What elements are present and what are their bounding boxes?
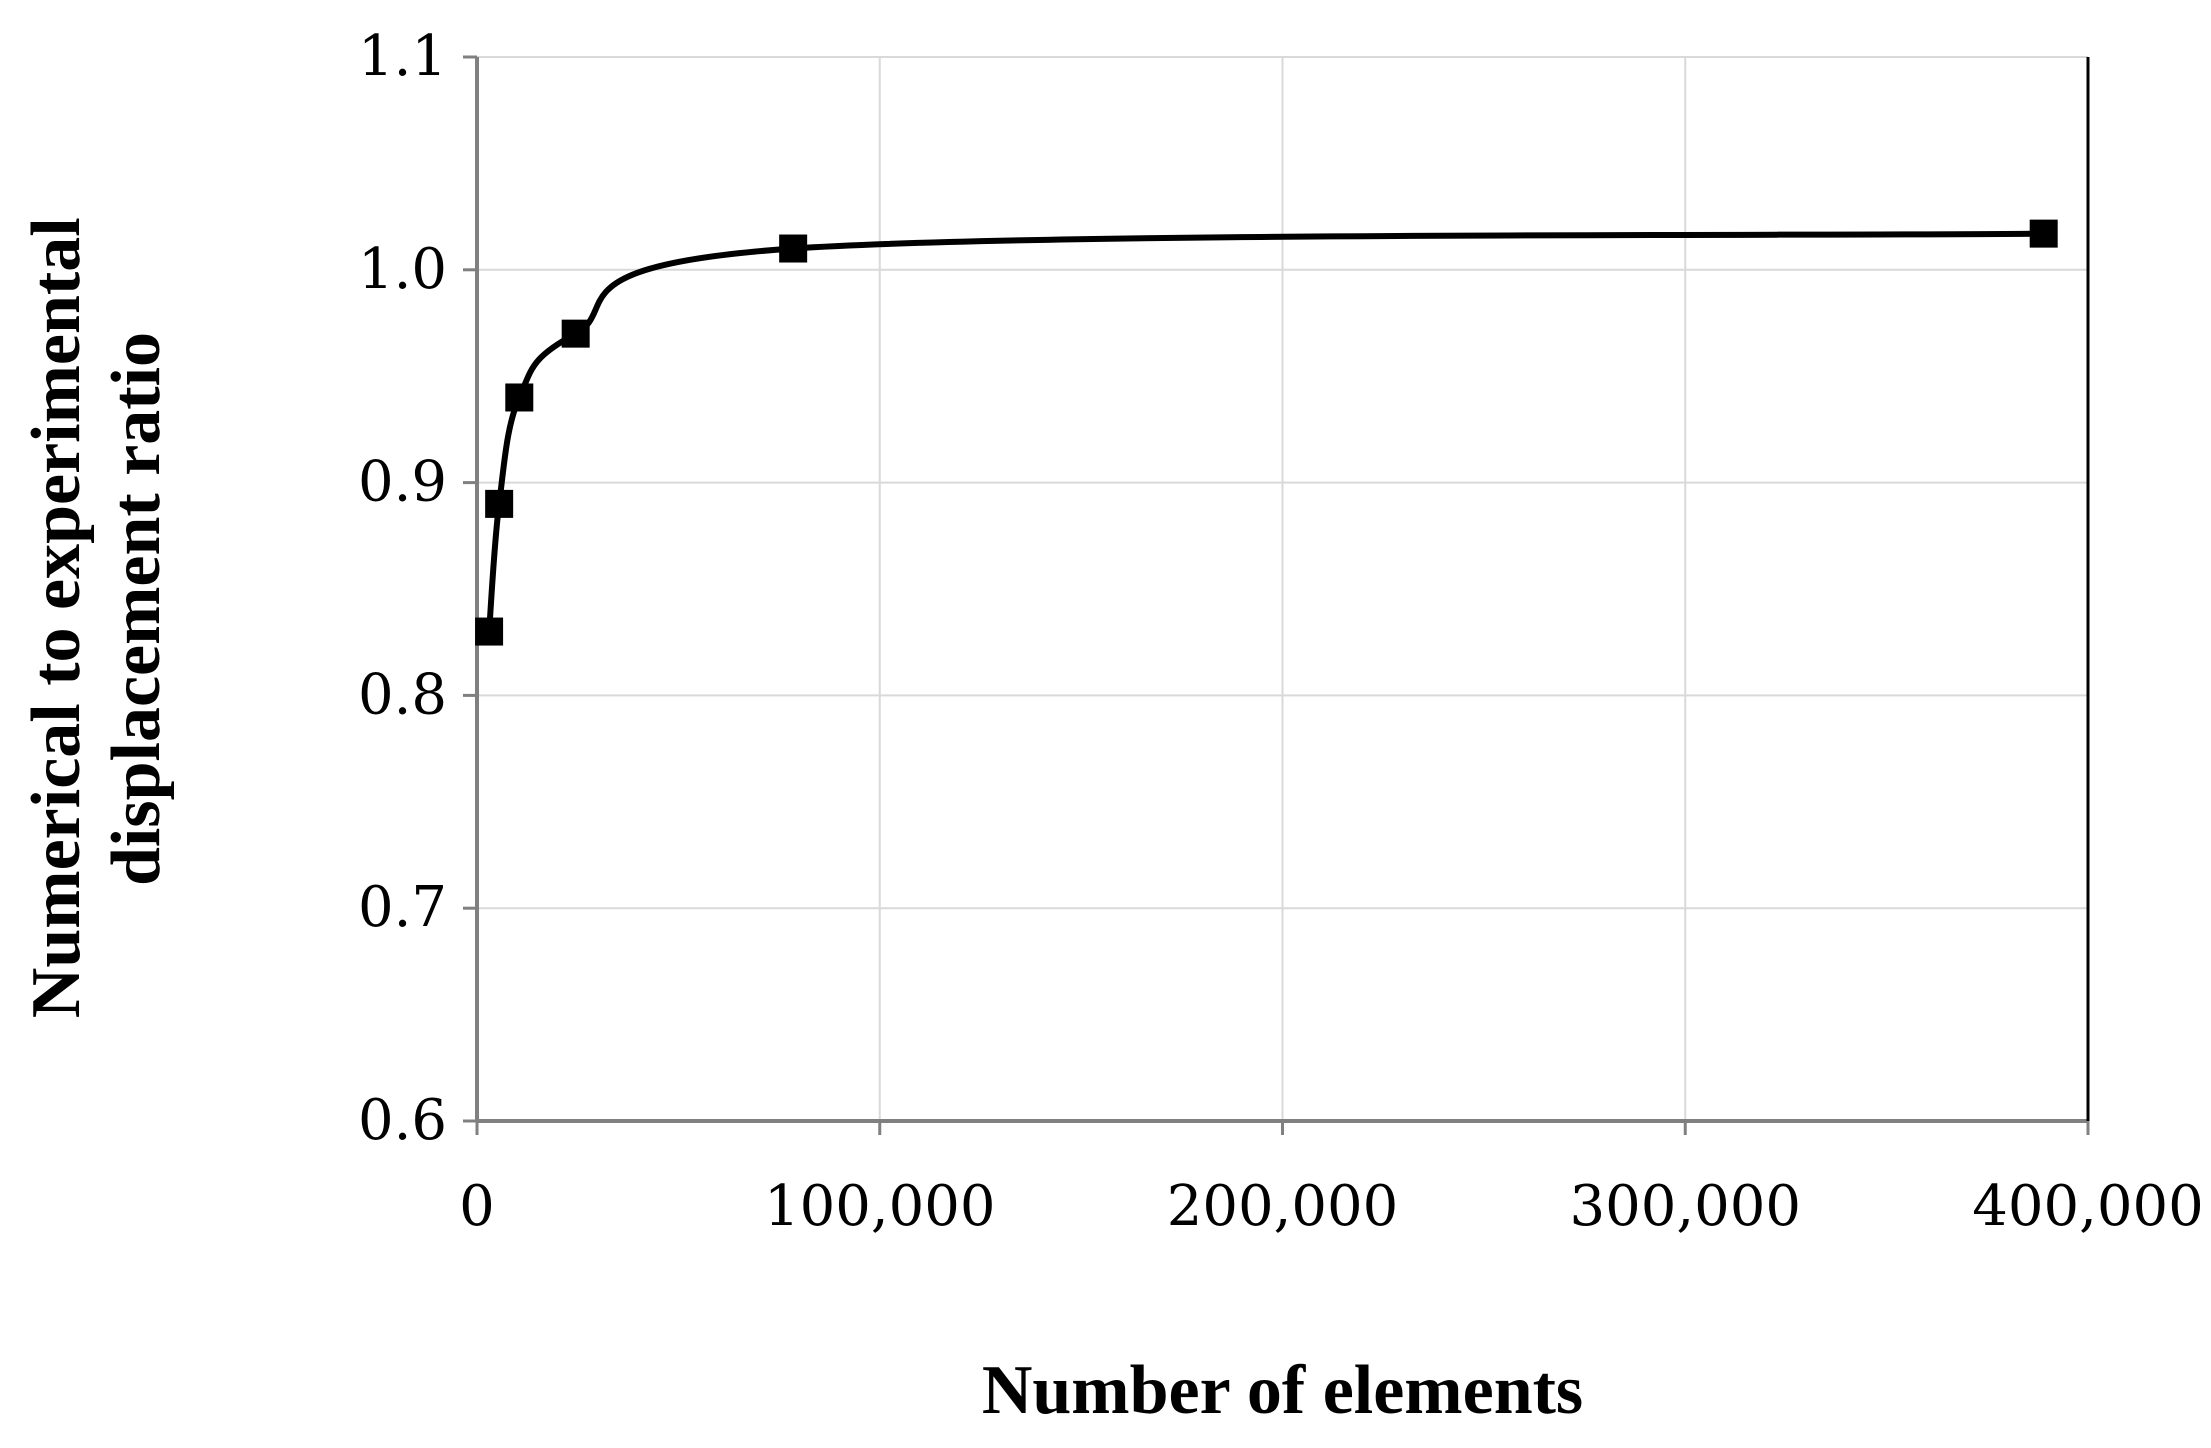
axes: [463, 55, 2090, 1135]
x-tick-label: 400,000: [1972, 1174, 2204, 1239]
data-markers: [475, 219, 2058, 646]
data-point-marker: [475, 617, 504, 646]
y-tick-labels: 0.6 0.7 0.8 0.9 1.0 1.1: [358, 24, 447, 1153]
y-axis-title-line-1: Numerical to experimental: [18, 217, 95, 1018]
x-tick-label: 100,000: [764, 1174, 996, 1239]
x-axis-title: Number of elements: [982, 1352, 1583, 1429]
y-axis-title-line-2: displacement ratio: [98, 332, 175, 886]
x-tick-label: 300,000: [1569, 1174, 1801, 1239]
data-point-marker: [779, 234, 808, 263]
y-tick-label: 0.9: [358, 450, 447, 515]
x-tick-labels: 0 100,000 200,000 300,000 400,000: [459, 1174, 2204, 1239]
y-tick-label: 0.8: [358, 662, 447, 727]
data-point-marker: [2029, 219, 2058, 248]
data-point-marker: [561, 319, 590, 348]
y-tick-label: 1.0: [358, 237, 447, 302]
y-tick-label: 0.6: [358, 1088, 447, 1153]
x-tick-label: 200,000: [1167, 1174, 1399, 1239]
data-point-marker: [485, 489, 514, 518]
grid-lines: [477, 56, 2088, 1121]
data-point-marker: [505, 383, 534, 412]
x-tick-label: 0: [459, 1174, 495, 1239]
y-tick-label: 0.7: [358, 875, 447, 940]
y-tick-label: 1.1: [358, 24, 447, 89]
y-axis-title: Numerical to experimental displacement r…: [18, 200, 175, 1018]
series-path: [486, 230, 2044, 632]
series-line: [486, 230, 2044, 632]
